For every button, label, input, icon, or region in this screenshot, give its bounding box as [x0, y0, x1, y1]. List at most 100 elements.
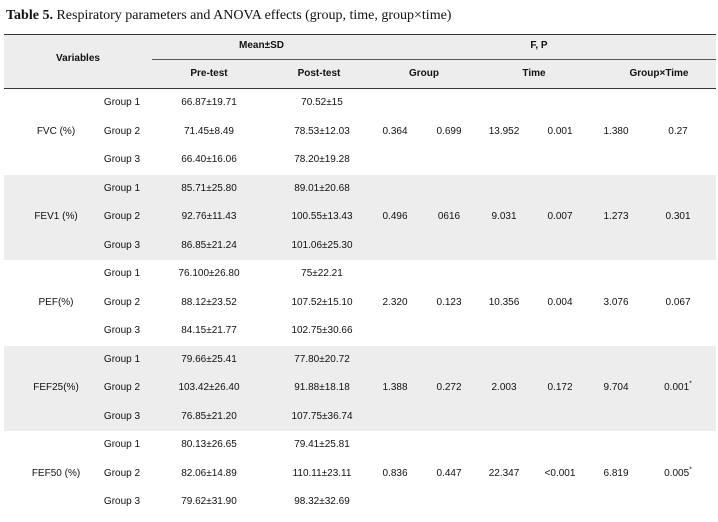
- group-time-p-text: 0.301: [665, 211, 691, 223]
- group-f-value: 2.320: [382, 296, 408, 308]
- time-p-value: 0.007: [547, 211, 573, 223]
- group-label: Group 3: [103, 496, 141, 508]
- time-f-value: 22.347: [488, 467, 520, 479]
- group-p-value: 0.272: [436, 382, 462, 394]
- time-f-value: 10.356: [488, 296, 520, 308]
- post-test-value: 75±22.21: [301, 268, 343, 280]
- pre-test-value: 88.12±23.52: [181, 296, 237, 308]
- group-time-p-text: 0.005: [664, 467, 690, 479]
- header-f-p: F, P: [530, 40, 548, 51]
- pre-test-value: 86.85±21.24: [181, 239, 237, 251]
- pre-test-value: 66.87±19.71: [181, 97, 237, 109]
- group-label: Group 2: [103, 125, 141, 137]
- significance-marker: *: [689, 466, 692, 474]
- group-f-value: 1.388: [382, 382, 408, 394]
- variable-name: FEV1 (%): [34, 211, 78, 223]
- table-caption-text: Respiratory parameters and ANOVA effects…: [56, 8, 452, 23]
- pre-test-value: 84.15±21.77: [181, 325, 237, 337]
- group-label: Group 1: [103, 97, 141, 109]
- group-label: Group 1: [103, 268, 141, 280]
- group-label: Group 3: [103, 154, 141, 166]
- post-test-value: 107.75±36.74: [291, 410, 353, 422]
- group-time-f-value: 9.704: [603, 382, 629, 394]
- table-caption: Table 5. Respiratory parameters and ANOV…: [6, 8, 451, 24]
- group-time-p-text: 0.27: [668, 125, 688, 137]
- post-test-value: 91.88±18.18: [294, 382, 350, 394]
- group-label: Group 1: [103, 182, 141, 194]
- group-time-p-value: 0.067: [650, 295, 706, 311]
- pre-test-value: 92.76±11.43: [181, 211, 237, 223]
- time-p-value: <0.001: [544, 467, 576, 479]
- group-time-p-value: 0.001*: [650, 380, 706, 396]
- post-test-value: 98.32±32.69: [294, 496, 350, 508]
- table-top-rule: [4, 34, 716, 35]
- time-f-value: 2.003: [491, 382, 517, 394]
- group-time-p-text: 0.067: [665, 296, 691, 308]
- post-test-value: 110.11±23.11: [292, 467, 352, 479]
- group-f-value: 0.364: [382, 125, 408, 137]
- pre-test-value: 66.40±16.06: [181, 154, 237, 166]
- variable-name: PEF(%): [38, 296, 74, 308]
- time-f-value: 9.031: [491, 211, 517, 223]
- time-p-value: 0.172: [547, 382, 573, 394]
- pre-test-value: 85.71±25.80: [181, 182, 237, 194]
- pre-test-value: 79.66±25.41: [181, 353, 237, 365]
- variable-name: FEF25(%): [33, 382, 79, 394]
- post-test-value: 102.75±30.66: [291, 325, 353, 337]
- pre-test-value: 71.45±8.49: [184, 125, 234, 137]
- header-band: [4, 35, 716, 88]
- header-mean-sd: Mean±SD: [239, 40, 284, 51]
- post-test-value: 78.53±12.03: [294, 125, 350, 137]
- group-label: Group 2: [103, 382, 141, 394]
- group-label: Group 2: [103, 467, 141, 479]
- header-group: Group: [409, 68, 439, 79]
- header-bottom-rule: [4, 88, 716, 89]
- time-p-value: 0.001: [547, 125, 573, 137]
- pre-test-value: 79.62±31.90: [181, 496, 237, 508]
- group-time-p-value: 0.005*: [650, 466, 706, 482]
- group-label: Group 1: [103, 439, 141, 451]
- group-time-f-value: 1.380: [603, 125, 629, 137]
- group-label: Group 3: [103, 239, 141, 251]
- group-time-p-value: 0.301: [650, 209, 706, 225]
- post-test-value: 78.20±19.28: [294, 154, 350, 166]
- pre-test-value: 103.42±26.40: [178, 382, 240, 394]
- header-group-time: Group×Time: [629, 68, 689, 79]
- post-test-value: 89.01±20.68: [294, 182, 350, 194]
- pre-test-value: 76.100±26.80: [178, 268, 240, 280]
- group-label: Group 2: [103, 211, 141, 223]
- group-f-value: 0.496: [382, 211, 408, 223]
- group-label: Group 3: [103, 325, 141, 337]
- header-pre-test: Pre-test: [190, 68, 228, 79]
- post-test-value: 100.55±13.43: [291, 211, 353, 223]
- group-p-value: 0.447: [436, 467, 462, 479]
- row-band: [4, 345, 716, 431]
- header-sub-rule: [152, 59, 716, 60]
- post-test-value: 70.52±15: [301, 97, 343, 109]
- group-time-f-value: 6.819: [603, 467, 629, 479]
- pre-test-value: 82.06±14.89: [181, 467, 237, 479]
- group-f-value: 0.836: [382, 467, 408, 479]
- significance-marker: *: [689, 380, 692, 388]
- pre-test-value: 76.85±21.20: [181, 410, 237, 422]
- group-p-value: 0616: [437, 211, 461, 223]
- post-test-value: 101.06±25.30: [291, 239, 353, 251]
- post-test-value: 77.80±20.72: [294, 353, 350, 365]
- group-time-f-value: 1.273: [603, 211, 629, 223]
- group-time-p-value: 0.27: [650, 124, 706, 140]
- group-label: Group 3: [103, 410, 141, 422]
- group-p-value: 0.123: [436, 296, 462, 308]
- post-test-value: 79.41±25.81: [294, 439, 350, 451]
- variable-name: FVC (%): [36, 125, 76, 137]
- time-f-value: 13.952: [488, 125, 520, 137]
- pre-test-value: 80.13±26.65: [181, 439, 237, 451]
- group-label: Group 1: [103, 353, 141, 365]
- table-caption-label: Table 5.: [6, 8, 53, 23]
- post-test-value: 107.52±15.10: [291, 296, 353, 308]
- group-time-p-text: 0.001: [664, 382, 690, 394]
- group-p-value: 0.699: [436, 125, 462, 137]
- row-band: [4, 174, 716, 260]
- group-time-f-value: 3.076: [603, 296, 629, 308]
- variable-name: FEF50 (%): [31, 467, 81, 479]
- header-post-test: Post-test: [297, 68, 341, 79]
